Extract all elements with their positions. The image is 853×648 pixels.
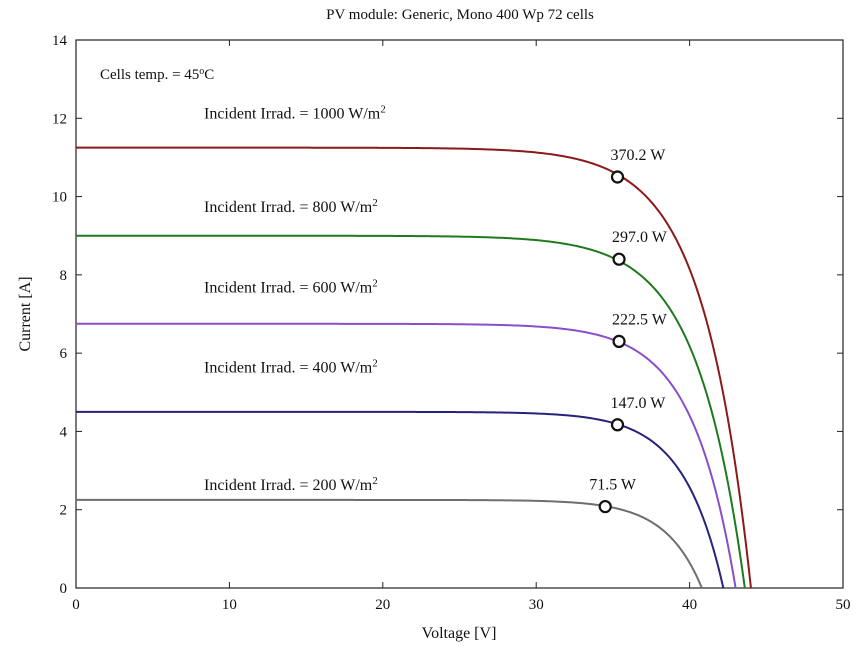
y-tick-label: 6 <box>60 346 68 362</box>
mpp-power-label: 222.5 W <box>612 311 668 328</box>
y-tick-label: 2 <box>60 503 68 519</box>
mpp-marker <box>610 170 625 184</box>
y-tick-label: 14 <box>52 33 68 49</box>
irradiance-label: Incident Irrad. = 800 W/m2 <box>204 197 378 216</box>
y-axis-ticks: 0 2 4 6 8 10 12 14 <box>52 33 843 597</box>
x-tick-label: 30 <box>529 597 544 613</box>
irradiance-label: Incident Irrad. = 400 W/m2 <box>204 358 378 377</box>
y-tick-label: 12 <box>52 111 67 127</box>
iv-curves <box>76 146 752 589</box>
iv-curve-line <box>76 498 703 589</box>
mpp-power-label: 147.0 W <box>611 395 667 412</box>
irradiance-label: Incident Irrad. = 1000 W/m2 <box>204 103 386 122</box>
mpp-marker <box>612 334 626 348</box>
y-tick-label: 0 <box>60 581 68 597</box>
x-tick-label: 20 <box>375 597 390 613</box>
y-tick-label: 10 <box>52 190 67 206</box>
plot-frame <box>75 39 844 589</box>
x-tick-label: 40 <box>682 597 697 613</box>
x-axis-label: Voltage [V] <box>422 625 497 642</box>
y-axis-label: Current [A] <box>17 276 34 351</box>
mpp-marker <box>610 418 625 432</box>
x-tick-label: 10 <box>222 597 237 613</box>
iv-curve-line <box>76 234 746 589</box>
iv-curve-line <box>76 322 737 589</box>
mpp-marker <box>612 252 626 266</box>
y-tick-label: 4 <box>60 424 68 440</box>
mpp-power-label: 370.2 W <box>611 147 667 164</box>
iv-curve-line <box>76 146 752 589</box>
irradiance-label: Incident Irrad. = 200 W/m2 <box>204 475 378 494</box>
irradiance-label: Incident Irrad. = 600 W/m2 <box>204 277 378 296</box>
curve-labels: 370.2 W Incident Irrad. = 1000 W/m2 297.0 … <box>204 103 668 494</box>
x-axis-ticks: 0 10 20 30 40 50 <box>72 40 851 613</box>
y-tick-label: 8 <box>60 268 68 284</box>
x-tick-label: 50 <box>836 597 851 613</box>
mpp-marker <box>598 499 612 514</box>
cells-temperature-annotation: Cells temp. = 45oC <box>100 66 214 83</box>
mpp-power-label: 297.0 W <box>612 229 668 246</box>
x-tick-label: 0 <box>72 597 80 613</box>
chart-title: PV module: Generic, Mono 400 Wp 72 cells <box>326 7 594 23</box>
mpp-power-label: 71.5 W <box>589 477 637 494</box>
